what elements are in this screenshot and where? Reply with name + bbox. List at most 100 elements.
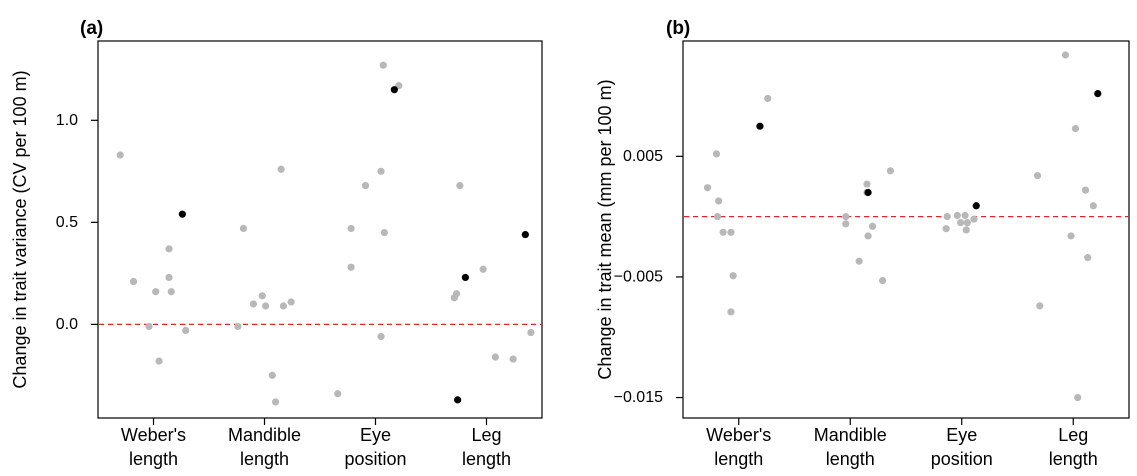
data-point <box>1081 186 1090 194</box>
data-point-significant <box>864 188 872 197</box>
x-tick-label-line: length <box>462 449 511 469</box>
x-tick-label: Eye position <box>931 425 993 469</box>
x-tick-label: Weber's length <box>121 425 186 469</box>
data-point <box>842 213 850 221</box>
x-tick-label: Eye position <box>344 425 406 469</box>
data-point-significant <box>972 202 980 210</box>
y-tick-label: 0.0 <box>56 316 78 333</box>
x-tick-label-line: position <box>344 449 406 469</box>
data-point <box>1033 172 1042 180</box>
data-point <box>234 322 242 331</box>
x-tick-label-line: Mandible <box>814 425 887 445</box>
x-tick-label-line: length <box>240 449 289 469</box>
data-point <box>1071 124 1080 133</box>
data-point <box>1074 393 1082 402</box>
data-point <box>764 94 772 103</box>
data-point <box>509 355 517 363</box>
data-point <box>1061 51 1070 59</box>
data-point <box>279 302 287 310</box>
data-point <box>361 182 370 190</box>
data-point <box>713 213 722 221</box>
data-point <box>377 167 385 175</box>
data-point <box>962 226 970 234</box>
data-point <box>864 232 872 240</box>
panel-label: (b) <box>666 18 690 39</box>
y-axis-label: Change in trait mean (mm per 100 m) <box>595 79 615 379</box>
data-point <box>377 333 385 341</box>
data-point <box>167 288 175 296</box>
data-point <box>957 219 965 227</box>
y-axis-label: Change in trait variance (CV per 100 m) <box>10 70 30 388</box>
data-point <box>878 276 887 285</box>
data-point <box>262 302 270 310</box>
data-point-significant <box>390 86 398 94</box>
x-tick-label-line: length <box>826 449 875 469</box>
x-tick-label-line: Leg <box>1058 425 1088 445</box>
data-point <box>729 272 737 280</box>
data-point <box>855 257 863 265</box>
x-tick-label-line: Weber's <box>706 425 771 445</box>
x-tick-label-line: Leg <box>471 425 501 445</box>
data-point-significant <box>756 122 764 130</box>
data-point <box>380 228 388 237</box>
panel-label: (a) <box>80 18 103 39</box>
data-point <box>116 151 124 159</box>
x-tick-label-line: length <box>1049 449 1098 469</box>
data-point-significant <box>521 230 529 239</box>
x-tick-label: Leg length <box>1049 425 1098 469</box>
data-point <box>970 215 978 223</box>
x-tick-label-line: Eye <box>360 425 391 445</box>
data-point <box>379 61 387 69</box>
data-point <box>239 224 248 233</box>
x-tick-label-line: Eye <box>946 425 977 445</box>
x-tick-label-line: Weber's <box>121 425 186 445</box>
data-point <box>268 371 276 379</box>
x-tick-label-line: length <box>714 449 763 469</box>
panel-b: (b) Change in trait mean (mm per 100 m)−0… <box>595 18 1130 469</box>
data-point-significant <box>454 396 462 404</box>
x-tick-label: Mandible length <box>814 425 887 469</box>
plot-frame <box>97 40 543 419</box>
data-point <box>145 322 153 331</box>
data-point <box>152 288 160 296</box>
data-point <box>868 222 877 230</box>
data-point <box>527 328 535 337</box>
data-point <box>334 390 342 398</box>
data-point <box>963 219 971 227</box>
data-point <box>272 398 280 406</box>
y-tick-label: 0.005 <box>623 148 663 165</box>
data-point <box>491 353 499 361</box>
data-point <box>727 308 735 316</box>
data-point <box>347 224 355 233</box>
data-point-significant <box>461 273 470 282</box>
x-tick-label: Weber's length <box>706 425 771 469</box>
y-tick-label: 1.0 <box>56 112 78 129</box>
data-point <box>703 184 712 192</box>
x-tick-label-line: Mandible <box>228 425 301 445</box>
data-point <box>456 182 464 190</box>
x-tick-label-line: length <box>129 449 178 469</box>
data-point <box>1089 202 1097 210</box>
data-point <box>479 265 487 273</box>
x-tick-label-line: position <box>931 449 993 469</box>
data-point <box>842 220 850 228</box>
data-point-significant <box>178 210 186 218</box>
data-point <box>712 150 721 158</box>
data-point <box>1084 254 1092 262</box>
data-point <box>287 298 295 306</box>
panel-a: (a) Change in trait variance (CV per 100 … <box>10 18 543 469</box>
data-point <box>129 277 138 286</box>
data-point <box>165 245 173 253</box>
data-point <box>182 326 190 335</box>
data-point <box>347 263 355 271</box>
y-tick-label: 0.5 <box>56 214 78 231</box>
y-tick-label: −0.005 <box>614 268 663 285</box>
plot-frame <box>682 40 1130 419</box>
x-tick-label: Mandible length <box>228 425 301 469</box>
data-point <box>719 228 727 236</box>
data-point <box>961 211 969 220</box>
data-point <box>715 197 723 205</box>
data-point <box>249 300 257 308</box>
data-point <box>727 228 735 236</box>
